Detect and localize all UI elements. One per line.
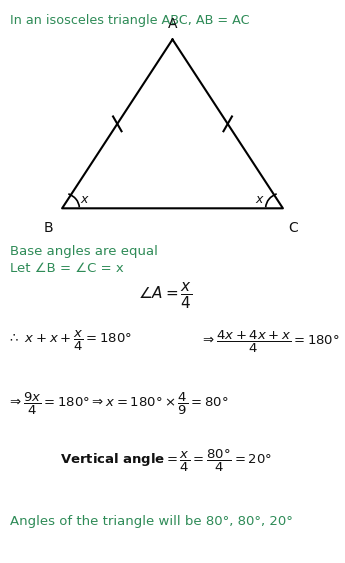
Text: $\Rightarrow \dfrac{4x + 4x + x}{4} = 180°$: $\Rightarrow \dfrac{4x + 4x + x}{4} = 18… [200,329,340,355]
Text: $\therefore\ x + x + \dfrac{x}{4} = 180°$: $\therefore\ x + x + \dfrac{x}{4} = 180°… [7,329,132,354]
Text: $x$: $x$ [255,193,265,206]
Text: A: A [168,17,177,31]
Text: Let ∠B = ∠C = x: Let ∠B = ∠C = x [10,262,124,275]
Text: $\angle A = \dfrac{x}{4}$: $\angle A = \dfrac{x}{4}$ [138,282,193,311]
Text: Base angles are equal: Base angles are equal [10,245,158,258]
Text: $\Rightarrow \dfrac{9x}{4} = 180° \Rightarrow x = 180° \times \dfrac{4}{9} = 80°: $\Rightarrow \dfrac{9x}{4} = 180° \Right… [7,391,228,417]
Text: C: C [288,221,298,235]
Text: In an isosceles triangle ABC, AB = AC: In an isosceles triangle ABC, AB = AC [10,14,250,27]
Text: $\mathbf{Vertical\ angle} = \dfrac{x}{4} = \dfrac{80°}{4} = 20°$: $\mathbf{Vertical\ angle} = \dfrac{x}{4}… [60,448,272,473]
Text: Angles of the triangle will be 80°, 80°, 20°: Angles of the triangle will be 80°, 80°,… [10,515,293,528]
Text: B: B [44,221,53,235]
Text: $x$: $x$ [80,193,90,206]
